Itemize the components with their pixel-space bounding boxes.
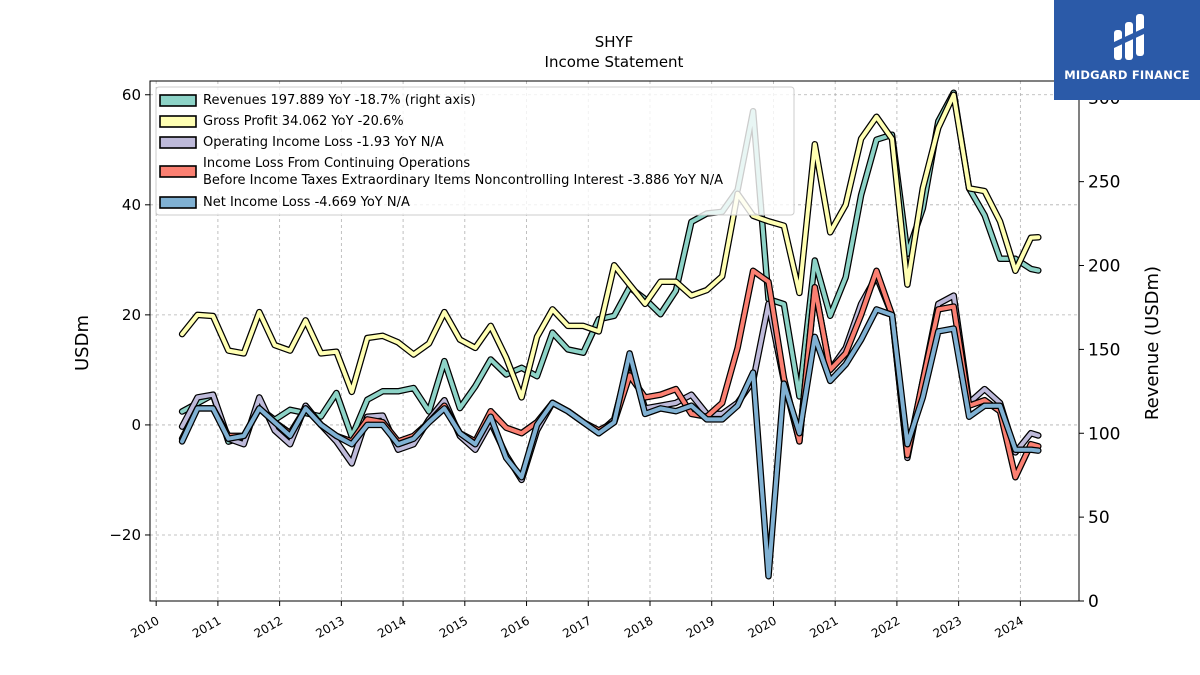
- plot-frame: [149, 80, 1080, 602]
- left-y-tick-label: 40: [122, 196, 141, 214]
- series-line-4: [180, 307, 1041, 579]
- right-axis-label: Revenue (USDm): [1142, 266, 1163, 420]
- x-tick-label: 2022: [869, 613, 902, 640]
- right-y-tick-label: 250: [1088, 173, 1120, 193]
- x-tick-label: 2011: [190, 613, 223, 640]
- x-tick-label: 2024: [992, 613, 1025, 640]
- legend-label-4: Net Income Loss -4.669 YoY N/A: [203, 195, 410, 210]
- x-tick-label: 2020: [745, 613, 778, 640]
- legend-swatch-3: [159, 165, 197, 178]
- legend-label-2: Operating Income Loss -1.93 YoY N/A: [203, 135, 444, 150]
- legend-swatch-0: [159, 94, 197, 107]
- left-y-tick-label: 20: [122, 306, 141, 324]
- right-y-tick-label: 100: [1088, 424, 1120, 444]
- right-y-tick-label: 50: [1088, 508, 1110, 528]
- legend-box: [155, 86, 795, 216]
- series-lines: [178, 89, 1042, 580]
- left-y-tick-label: 60: [122, 86, 141, 104]
- right-y-tick-label: 150: [1088, 340, 1120, 360]
- legend-label-1: Gross Profit 34.062 YoY -20.6%: [203, 114, 404, 129]
- x-tick-label: 2012: [252, 613, 285, 640]
- x-tick-label: 2013: [313, 613, 346, 640]
- right-y-tick-label: 0: [1088, 592, 1099, 612]
- logo-mark-icon: [1114, 14, 1144, 60]
- left-y-tick-label: 0: [131, 416, 141, 434]
- x-tick-label: 2019: [684, 613, 717, 640]
- x-tick-label: 2016: [499, 613, 532, 640]
- x-tick-label: 2017: [560, 613, 593, 640]
- legend-swatch-1: [159, 115, 197, 128]
- left-y-tick-label: −20: [109, 526, 141, 544]
- legend-label-3: Income Loss From Continuing Operations: [203, 156, 470, 171]
- legend-label-0: Revenues 197.889 YoY -18.7% (right axis): [203, 93, 476, 108]
- x-tick-label: 2010: [128, 613, 161, 640]
- x-tick-label: 2014: [375, 613, 408, 640]
- logo-text: MIDGARD FINANCE: [1064, 68, 1190, 82]
- x-tick-label: 2018: [622, 613, 655, 640]
- midgard-finance-logo: MIDGARD FINANCE: [1054, 0, 1200, 100]
- right-y-tick-label: 200: [1088, 257, 1120, 277]
- series-line-1: [180, 92, 1041, 400]
- chart-title: SHYF: [595, 33, 634, 51]
- legend-swatch-4: [159, 196, 197, 209]
- legend-swatch-2: [159, 136, 197, 149]
- chart-subtitle: Income Statement: [545, 53, 684, 71]
- legend: Revenues 197.889 YoY -18.7% (right axis)…: [155, 86, 795, 216]
- legend-label-3: Before Income Taxes Extraordinary Items …: [203, 173, 723, 188]
- x-tick-label: 2015: [437, 613, 470, 640]
- x-tick-label: 2023: [931, 613, 964, 640]
- x-tick-label: 2021: [807, 613, 840, 640]
- left-axis-label: USDm: [72, 315, 93, 371]
